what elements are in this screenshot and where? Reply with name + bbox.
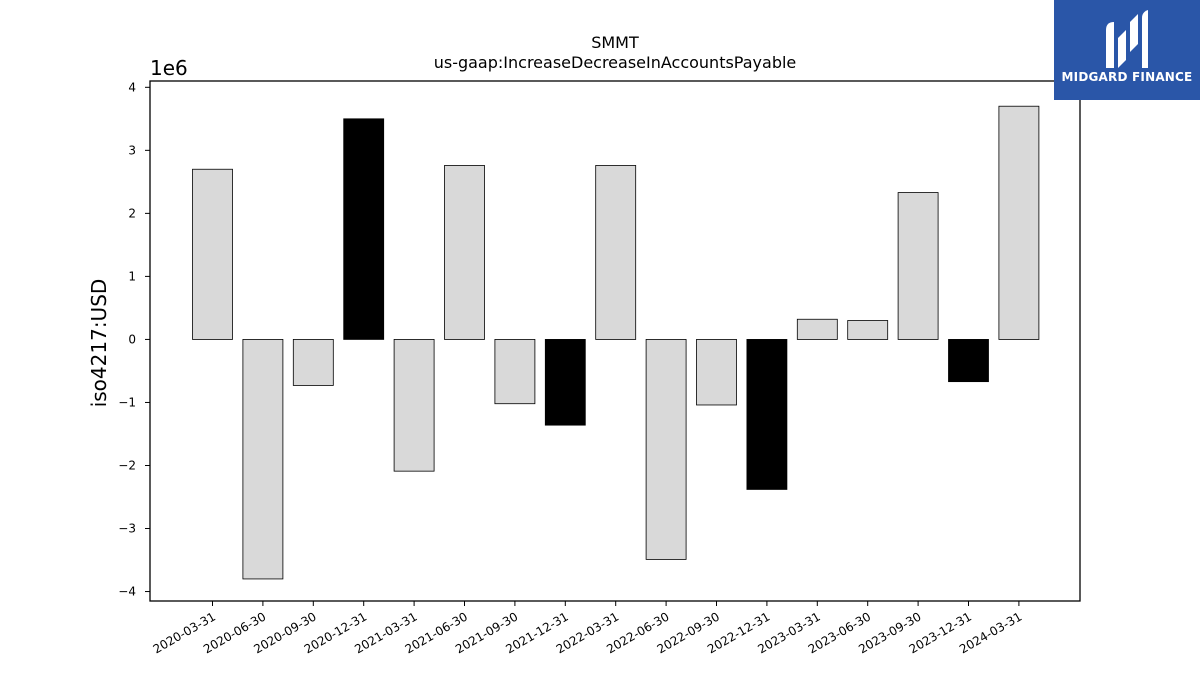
y-axis-label: iso4217:USD [87,279,111,408]
bar-2021-12-31 [544,339,586,426]
y-tick-label: 1 [128,269,136,283]
bar-2022-12-31 [746,339,788,490]
brand-name: MIDGARD FINANCE [1061,70,1193,84]
y-tick-label: −3 [118,522,136,536]
bar-2020-06-30 [242,339,284,580]
bar-2023-03-31 [796,318,838,340]
x-ticks-group: 2020-03-312020-06-302020-09-302020-12-31… [151,601,1024,656]
bar-2021-03-31 [393,339,435,472]
chart-title: SMMT [591,33,639,52]
bar-2023-12-31 [948,339,989,383]
y-tick-label: −2 [118,458,136,472]
bar-2022-09-30 [696,339,737,406]
y-tick-label: −4 [118,585,136,599]
y-tick-label: 4 [128,80,136,94]
bar-2020-03-31 [192,168,233,340]
bar-2020-12-31 [343,118,385,340]
plot-frame [149,80,1081,602]
brand-logo: MIDGARD FINANCE [1054,0,1200,100]
bar-2021-09-30 [494,339,536,405]
bars-group [192,105,1040,580]
y-ticks-group: −4 −3 −2 −1 0 1 2 3 4 [118,80,150,599]
bar-2021-06-30 [444,165,485,340]
y-tick-label: 0 [128,332,136,346]
bar-2023-06-30 [847,320,889,340]
y-scale-label: 1e6 [150,56,188,80]
bar-2020-09-30 [292,339,334,386]
bar-2024-03-31 [998,105,1040,340]
chart-subtitle: us-gaap:IncreaseDecreaseInAccountsPayabl… [434,53,797,72]
bar-2023-09-30 [897,192,939,340]
y-tick-label: 2 [128,206,136,220]
y-tick-label: −1 [118,395,136,409]
y-tick-label: 3 [128,143,136,157]
bar-2022-06-30 [645,339,687,560]
bar-2022-03-31 [595,165,637,340]
midgard-logo-icon [1106,10,1148,68]
